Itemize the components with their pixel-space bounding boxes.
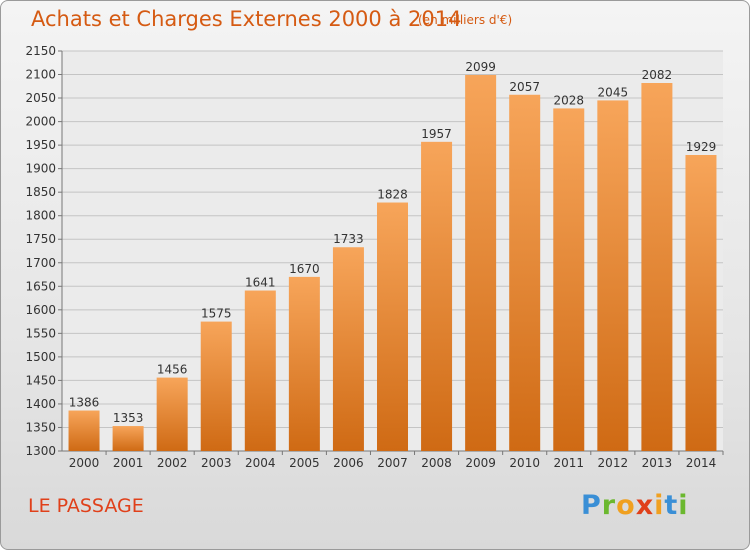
y-tick-label: 1550 [25, 326, 56, 340]
x-tick-label: 2005 [289, 456, 320, 470]
commune-name: LE PASSAGE [28, 495, 144, 517]
data-label: 1386 [69, 396, 100, 410]
bar [509, 94, 541, 451]
data-label: 1828 [377, 188, 408, 202]
data-label: 2028 [553, 93, 584, 107]
bar [156, 377, 188, 451]
x-tick-label: 2007 [377, 456, 408, 470]
y-tick-label: 1350 [25, 420, 56, 434]
y-tick-label: 1750 [25, 232, 56, 246]
y-tick-label: 2050 [25, 91, 56, 105]
bar [685, 155, 717, 451]
bar [421, 141, 453, 451]
chart-title: Achats et Charges Externes 2000 à 2014 [31, 7, 462, 31]
y-tick-label: 2100 [25, 68, 56, 82]
x-tick-label: 2013 [642, 456, 673, 470]
x-tick-label: 2002 [157, 456, 188, 470]
data-label: 1353 [113, 411, 144, 425]
data-label: 2045 [598, 85, 629, 99]
data-label: 1929 [686, 140, 717, 154]
y-tick-label: 2150 [25, 44, 56, 58]
x-tick-label: 2008 [421, 456, 452, 470]
y-tick-label: 1900 [25, 162, 56, 176]
x-tick-label: 2009 [465, 456, 496, 470]
x-tick-label: 2011 [553, 456, 584, 470]
logo-letter: o [616, 490, 636, 521]
x-tick-label: 2012 [598, 456, 629, 470]
bar [288, 276, 320, 451]
bar [465, 75, 497, 451]
proxiti-logo: Proxiti [581, 490, 689, 521]
y-tick-label: 1400 [25, 397, 56, 411]
logo-letter: r [601, 490, 617, 521]
bar [200, 321, 232, 451]
x-tick-label: 2004 [245, 456, 276, 470]
data-label: 1641 [245, 276, 276, 290]
y-tick-label: 1500 [25, 350, 56, 364]
y-tick-label: 1600 [25, 303, 56, 317]
bar [597, 100, 629, 451]
y-tick-label: 1800 [25, 209, 56, 223]
y-tick-label: 1450 [25, 373, 56, 387]
x-tick-label: 2000 [69, 456, 100, 470]
data-label: 1670 [289, 262, 320, 276]
bar [377, 202, 408, 451]
x-tick-label: 2003 [201, 456, 232, 470]
y-tick-label: 2000 [25, 115, 56, 129]
y-tick-label: 1950 [25, 138, 56, 152]
bar [112, 426, 144, 451]
logo-letter: P [581, 490, 602, 521]
bar [244, 290, 276, 451]
y-tick-label: 1850 [25, 185, 56, 199]
data-label: 2099 [465, 60, 496, 74]
x-tick-label: 2010 [509, 456, 540, 470]
bar [553, 108, 585, 451]
logo-letter: x [635, 490, 655, 521]
logo-letter: i [654, 490, 665, 521]
y-tick-label: 1300 [25, 444, 56, 458]
data-label: 1733 [333, 232, 364, 246]
bar [68, 410, 100, 451]
bar [641, 83, 673, 451]
y-tick-label: 1650 [25, 279, 56, 293]
logo-letter: t [664, 490, 679, 521]
data-label: 1575 [201, 307, 232, 321]
data-label: 1957 [421, 127, 452, 141]
bar [332, 247, 364, 451]
y-tick-label: 1700 [25, 256, 56, 270]
logo-letter: i [678, 490, 689, 521]
data-label: 1456 [157, 363, 188, 377]
x-tick-label: 2001 [113, 456, 144, 470]
data-label: 2057 [509, 80, 540, 94]
chart-subtitle: (en milliers d'€) [418, 13, 513, 27]
x-tick-label: 2006 [333, 456, 364, 470]
data-label: 2082 [642, 68, 673, 82]
x-tick-label: 2014 [686, 456, 717, 470]
